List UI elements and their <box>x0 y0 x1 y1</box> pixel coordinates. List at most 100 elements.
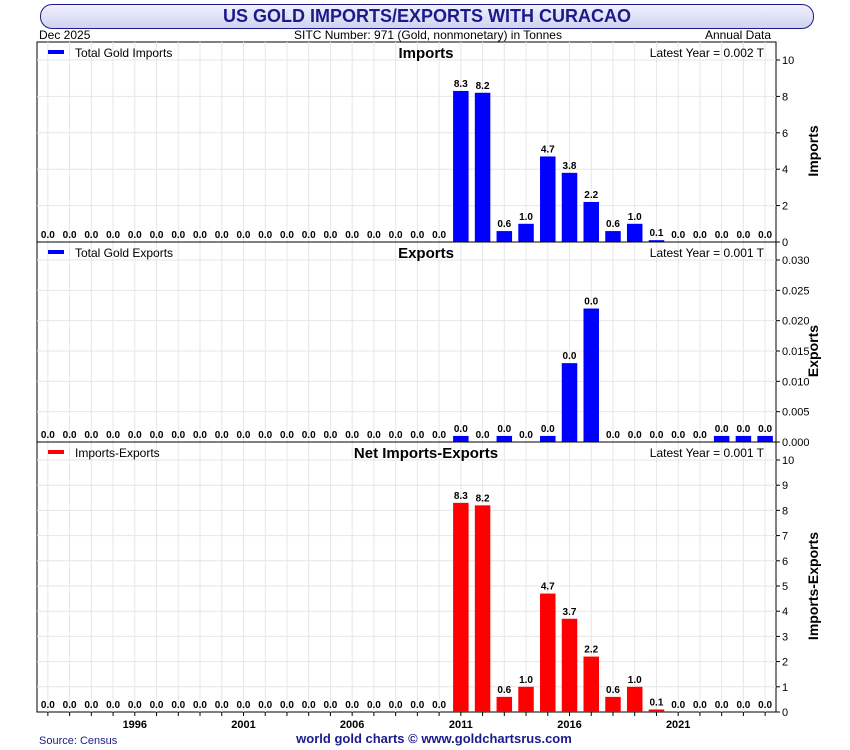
latest-year-net: Latest Year = 0.001 T <box>650 446 765 460</box>
data-label-imports-2025: 0.0 <box>758 230 772 241</box>
data-label-imports-1998: 0.0 <box>171 230 185 241</box>
data-label-imports-2009: 0.0 <box>410 230 424 241</box>
legend-label-net: Imports-Exports <box>75 446 160 460</box>
data-label-imports-1994: 0.0 <box>84 230 98 241</box>
data-label-net-2015: 4.7 <box>541 582 555 593</box>
bar-exports-2016 <box>561 363 578 442</box>
data-label-imports-2000: 0.0 <box>215 230 229 241</box>
x-tick-label: 2011 <box>449 719 473 731</box>
bar-imports-2016 <box>561 172 578 242</box>
data-label-exports-2022: 0.0 <box>693 430 707 441</box>
bar-net-2018 <box>605 696 621 712</box>
data-label-net-2024: 0.0 <box>736 700 750 711</box>
data-label-imports-2012: 8.2 <box>476 81 490 92</box>
data-label-net-1997: 0.0 <box>150 700 164 711</box>
data-label-exports-2004: 0.0 <box>302 430 316 441</box>
y-tick-label: 5 <box>782 581 788 593</box>
bar-imports-2013 <box>496 231 513 242</box>
data-label-net-2019: 1.0 <box>628 675 642 686</box>
bar-exports-2023 <box>713 435 730 442</box>
data-label-imports-2010: 0.0 <box>432 230 446 241</box>
data-label-exports-2014: 0.0 <box>519 430 533 441</box>
data-label-net-2000: 0.0 <box>215 700 229 711</box>
data-label-imports-2021: 0.0 <box>671 230 685 241</box>
data-label-net-2002: 0.0 <box>258 700 272 711</box>
bar-imports-2019 <box>626 223 643 242</box>
y-tick-label: 0.025 <box>782 285 810 297</box>
data-label-net-1999: 0.0 <box>193 700 207 711</box>
data-label-net-2003: 0.0 <box>280 700 294 711</box>
data-label-net-2012: 8.2 <box>476 493 490 504</box>
data-label-net-2021: 0.0 <box>671 700 685 711</box>
data-label-imports-1996: 0.0 <box>128 230 142 241</box>
data-label-imports-1992: 0.0 <box>41 230 55 241</box>
data-label-exports-2009: 0.0 <box>410 430 424 441</box>
bar-exports-2025 <box>757 435 773 442</box>
data-label-exports-2018: 0.0 <box>606 430 620 441</box>
panel-net: 0 1 2 3 4 5 6 7 8 9 10 0.0 0.0 0.0 0.0 0.0 0.0 0.0 0.0 0.0 0… <box>37 441 821 719</box>
data-label-exports-2019: 0.0 <box>628 430 642 441</box>
data-label-net-2023: 0.0 <box>715 700 729 711</box>
data-label-imports-2007: 0.0 <box>367 230 381 241</box>
bar-net-2012 <box>474 505 491 712</box>
y-tick-label: 10 <box>782 455 794 467</box>
chart-banner-title: US GOLD IMPORTS/EXPORTS WITH CURACAO <box>40 4 814 29</box>
data-label-imports-2020: 0.1 <box>650 228 664 239</box>
data-label-exports-2012: 0.0 <box>476 430 490 441</box>
legend-swatch-net <box>48 450 64 454</box>
data-label-exports-1997: 0.0 <box>150 430 164 441</box>
data-label-net-1998: 0.0 <box>171 700 185 711</box>
data-label-exports-1992: 0.0 <box>41 430 55 441</box>
data-label-imports-2023: 0.0 <box>715 230 729 241</box>
data-label-imports-2024: 0.0 <box>736 230 750 241</box>
data-label-net-2025: 0.0 <box>758 700 772 711</box>
x-tick-label: 2006 <box>340 719 364 731</box>
data-label-exports-2016: 0.0 <box>563 351 577 362</box>
data-label-imports-2013: 0.6 <box>497 219 511 230</box>
data-label-net-2011: 8.3 <box>454 491 468 502</box>
bar-net-2019 <box>626 686 643 712</box>
y-axis-label-exports: Exports <box>805 325 821 377</box>
data-label-exports-1995: 0.0 <box>106 430 120 441</box>
data-label-net-2006: 0.0 <box>345 700 359 711</box>
y-tick-label: 0.015 <box>782 346 810 358</box>
data-label-net-1994: 0.0 <box>84 700 98 711</box>
bar-net-2017 <box>583 656 599 712</box>
panel-title-exports: Exports <box>398 245 454 262</box>
bar-imports-2014 <box>518 223 534 242</box>
bar-exports-2024 <box>735 435 752 442</box>
data-label-net-2016: 3.7 <box>563 607 577 618</box>
bar-exports-2011 <box>453 435 469 442</box>
panel-exports: 0.000 0.005 0.010 0.015 0.020 0.025 0.030 0.0 0.… <box>37 241 821 449</box>
data-label-exports-2003: 0.0 <box>280 430 294 441</box>
data-label-exports-2000: 0.0 <box>215 430 229 441</box>
data-label-net-2007: 0.0 <box>367 700 381 711</box>
data-label-exports-2010: 0.0 <box>432 430 446 441</box>
bar-net-2011 <box>453 502 469 712</box>
panel-imports: 0 2 4 6 8 10 0.0 0.0 0.0 0.0 0.0 0.0 0.0 0.0 0.0 0.0 0.0… <box>37 42 821 249</box>
data-label-imports-2016: 3.8 <box>563 161 577 172</box>
data-label-imports-1997: 0.0 <box>150 230 164 241</box>
y-tick-label: 4 <box>782 164 788 176</box>
data-label-imports-2022: 0.0 <box>693 230 707 241</box>
bar-exports-2013 <box>496 435 513 442</box>
legend-label-exports: Total Gold Exports <box>75 246 173 260</box>
data-label-imports-2019: 1.0 <box>628 212 642 223</box>
data-label-net-2010: 0.0 <box>432 700 446 711</box>
data-label-imports-2011: 8.3 <box>454 79 468 90</box>
y-tick-label: 2 <box>782 201 788 213</box>
footer-source: Source: Census <box>39 735 118 747</box>
data-label-imports-2005: 0.0 <box>323 230 337 241</box>
y-tick-label: 8 <box>782 91 788 103</box>
latest-year-imports: Latest Year = 0.002 T <box>650 46 765 60</box>
y-axis-label-imports: Imports <box>805 125 821 177</box>
bar-net-2014 <box>518 686 534 712</box>
data-label-net-1992: 0.0 <box>41 700 55 711</box>
data-label-net-2020: 0.1 <box>650 697 664 708</box>
bar-exports-2015 <box>540 435 556 442</box>
footer-credit: world gold charts © www.goldchartsrus.co… <box>295 731 572 746</box>
y-tick-label: 0.020 <box>782 316 810 328</box>
bar-exports-2017 <box>583 308 599 442</box>
